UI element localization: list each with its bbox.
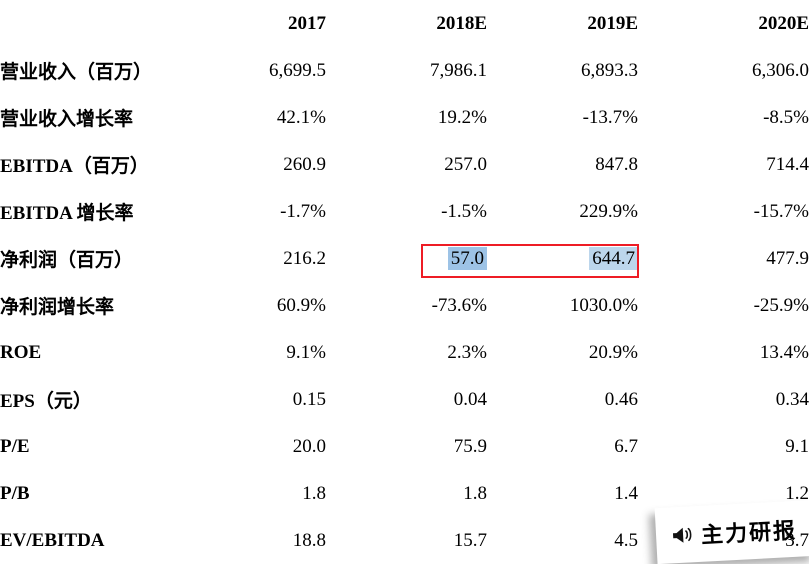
cell-value: 42.1% <box>276 106 326 128</box>
table-row-eps: EPS（元） 0.15 0.04 0.46 0.34 <box>0 376 809 423</box>
row-label: P/E <box>0 435 30 457</box>
row-label: EPS（元） <box>0 391 92 412</box>
cell-value: 477.9 <box>766 247 809 269</box>
header-row: 2017 2018E 2019E 2020E <box>0 0 809 47</box>
cell-value: 6,699.5 <box>269 59 326 81</box>
header-empty <box>0 0 226 47</box>
cell-value: 7,986.1 <box>430 59 487 81</box>
cell-value: -73.6% <box>431 294 487 316</box>
table-row-roe: ROE 9.1% 2.3% 20.9% 13.4% <box>0 329 809 376</box>
highlighted-value: 57.0 <box>447 246 487 270</box>
cell-value: 0.46 <box>604 388 638 410</box>
cell-value: -13.7% <box>582 106 638 128</box>
cell-value: 75.9 <box>453 435 487 457</box>
cell-value: 20.0 <box>292 435 326 457</box>
row-label: 营业收入（百万） <box>0 62 153 83</box>
cell-value: 4.5 <box>614 529 638 551</box>
cell-value-highlighted: 57.0 <box>326 235 487 282</box>
cell-value: -8.5% <box>763 106 809 128</box>
cell-value: -25.9% <box>753 294 809 316</box>
column-header-2019e: 2019E <box>587 12 638 34</box>
table-row-ebitda: EBITDA（百万） 260.9 257.0 847.8 714.4 <box>0 141 809 188</box>
cell-value: 1.4 <box>614 482 638 504</box>
column-header-2017: 2017 <box>288 12 326 34</box>
table-row-ebitda-growth: EBITDA 增长率 -1.7% -1.5% 229.9% -15.7% <box>0 188 809 235</box>
cell-value: 13.4% <box>759 341 809 363</box>
cell-value-highlighted: 644.7 <box>487 235 638 282</box>
cell-value: 229.9% <box>579 200 638 222</box>
cell-value: 18.8 <box>292 529 326 551</box>
cell-value: 3.7 <box>785 529 809 551</box>
cell-value: 257.0 <box>444 153 487 175</box>
highlighted-value: 644.7 <box>589 246 638 270</box>
cell-value: 260.9 <box>283 153 326 175</box>
cell-value: -1.5% <box>441 200 487 222</box>
cell-value: 9.1 <box>785 435 809 457</box>
cell-value: 6,893.3 <box>581 59 638 81</box>
cell-value: 1.2 <box>785 482 809 504</box>
row-label: EV/EBITDA <box>0 529 105 551</box>
cell-value: 1.8 <box>302 482 326 504</box>
row-label: 净利润增长率 <box>0 297 115 318</box>
row-label: EBITDA（百万） <box>0 156 149 177</box>
cell-value: 60.9% <box>276 294 326 316</box>
cell-value: 0.15 <box>292 388 326 410</box>
cell-value: -15.7% <box>753 200 809 222</box>
row-label: EBITDA 增长率 <box>0 203 134 224</box>
table-row-net-profit-growth: 净利润增长率 60.9% -73.6% 1030.0% -25.9% <box>0 282 809 329</box>
cell-value: 6.7 <box>614 435 638 457</box>
table-row-pe: P/E 20.0 75.9 6.7 9.1 <box>0 423 809 470</box>
row-label: 营业收入增长率 <box>0 109 134 130</box>
row-label: ROE <box>0 341 42 363</box>
cell-value: 9.1% <box>286 341 326 363</box>
cell-value: 1030.0% <box>569 294 638 316</box>
table-row-revenue: 营业收入（百万） 6,699.5 7,986.1 6,893.3 6,306.0 <box>0 47 809 94</box>
table-row-net-profit: 净利润（百万） 216.2 57.0 644.7 477.9 <box>0 235 809 282</box>
column-header-2018e: 2018E <box>436 12 487 34</box>
cell-value: 714.4 <box>766 153 809 175</box>
megaphone-icon <box>669 522 694 547</box>
cell-value: 20.9% <box>588 341 638 363</box>
cell-value: -1.7% <box>280 200 326 222</box>
table-row-revenue-growth: 营业收入增长率 42.1% 19.2% -13.7% -8.5% <box>0 94 809 141</box>
cell-value: 216.2 <box>283 247 326 269</box>
row-label: 净利润（百万） <box>0 250 134 271</box>
watermark-badge: 主力研报 <box>654 499 809 564</box>
cell-value: 0.34 <box>775 388 809 410</box>
cell-value: 0.04 <box>453 388 487 410</box>
cell-value: 1.8 <box>463 482 487 504</box>
cell-value: 15.7 <box>453 529 487 551</box>
table-row-pb: P/B 1.8 1.8 1.4 1.2 <box>0 470 809 517</box>
cell-value: 19.2% <box>437 106 487 128</box>
cell-value: 2.3% <box>447 341 487 363</box>
table-row-ev-ebitda: EV/EBITDA 18.8 15.7 4.5 3.7 <box>0 517 809 564</box>
column-header-2020e: 2020E <box>758 12 809 34</box>
row-label: P/B <box>0 482 30 504</box>
cell-value: 6,306.0 <box>752 59 809 81</box>
cell-value: 847.8 <box>595 153 638 175</box>
